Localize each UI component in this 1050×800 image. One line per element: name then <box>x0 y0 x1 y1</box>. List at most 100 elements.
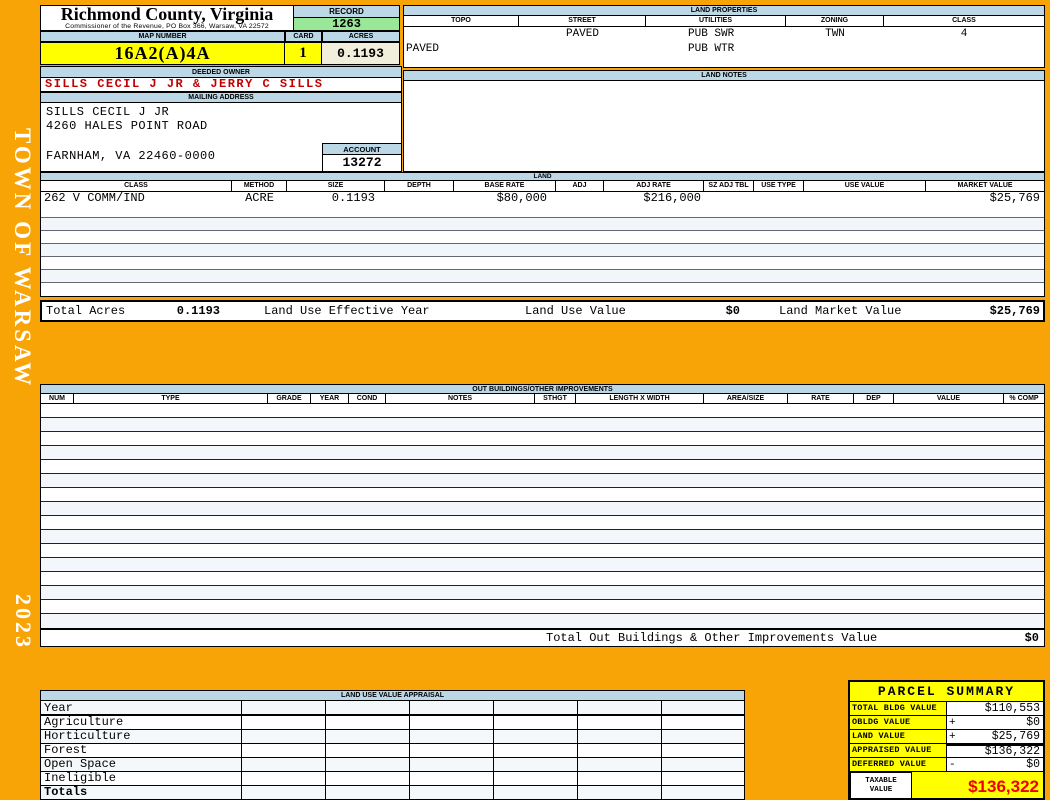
land-properties-section: LAND PROPERTIES TOPO STREET UTILITIES ZO… <box>403 5 1045 68</box>
appraisal-row-year: Year <box>41 701 744 716</box>
ob-empty-row <box>41 404 1044 418</box>
land-empty-row <box>41 283 1044 296</box>
appraisal-title: LAND USE VALUE APPRAISAL <box>40 690 745 701</box>
ob-col-area-size: AREA/SIZE <box>704 394 788 404</box>
appraisal-label: Agriculture <box>41 716 242 729</box>
land-col-use-value: USE VALUE <box>804 181 926 192</box>
land-row-use-type <box>754 192 804 205</box>
utilities-value-2: PUB WTR <box>688 43 735 55</box>
summary-row-total-bldg: TOTAL BLDG VALUE $110,553 <box>850 702 1043 716</box>
deeded-owner-label: DEEDED OWNER <box>40 66 402 78</box>
land-col-base-rate: BASE RATE <box>454 181 556 192</box>
col-street: STREET <box>519 16 646 27</box>
sidebar-year-label: 2023 <box>11 594 36 650</box>
summary-op: - <box>949 758 956 771</box>
col-utilities: UTILITIES <box>646 16 786 27</box>
ob-empty-row <box>41 586 1044 600</box>
card-label: CARD <box>285 31 322 42</box>
summary-value: $25,769 <box>991 730 1040 743</box>
land-col-adj-rate: ADJ RATE <box>604 181 704 192</box>
outbuildings-total-value: $0 <box>1024 631 1039 645</box>
summary-value: $136,322 <box>984 745 1040 758</box>
summary-value: $0 <box>1026 758 1040 771</box>
land-use-appraisal-table: LAND USE VALUE APPRAISAL Year Agricultur… <box>40 690 745 800</box>
appraisal-label: Year <box>41 701 242 715</box>
land-row-class: 262 V COMM/IND <box>44 191 145 205</box>
ob-empty-row <box>41 516 1044 530</box>
land-empty-row <box>41 218 1044 231</box>
summary-row-appraised: APPRAISED VALUE $136,322 <box>850 744 1043 758</box>
appraisal-row-forest: Forest <box>41 744 744 758</box>
card-value: 1 <box>285 42 322 65</box>
record-value: 1263 <box>293 18 400 31</box>
appraisal-row-horticulture: Horticulture <box>41 730 744 744</box>
summary-label: OBLDG VALUE <box>852 717 911 727</box>
land-row-adj <box>556 192 604 205</box>
acres-value: 0.1193 <box>322 42 400 65</box>
land-empty-row <box>41 205 1044 218</box>
summary-label: LAND VALUE <box>852 731 906 741</box>
col-class: CLASS <box>884 16 1044 27</box>
ob-col-sthgt: STHGT <box>535 394 576 404</box>
land-row-adj-rate: $216,000 <box>643 191 701 205</box>
summary-label: TOTAL BLDG VALUE <box>852 703 937 713</box>
ob-empty-row <box>41 572 1044 586</box>
class-value-2 <box>884 42 1044 57</box>
outbuildings-table: OUT BUILDINGS/OTHER IMPROVEMENTS NUM TYP… <box>40 384 1045 647</box>
appraisal-row-totals: Totals <box>41 786 744 799</box>
col-topo: TOPO <box>404 16 519 27</box>
land-table-title: LAND <box>40 172 1045 181</box>
land-empty-row <box>41 231 1044 244</box>
ob-empty-row <box>41 488 1044 502</box>
summary-label: APPRAISED VALUE <box>852 745 932 755</box>
outbuildings-title: OUT BUILDINGS/OTHER IMPROVEMENTS <box>40 384 1045 394</box>
land-col-method: METHOD <box>232 181 287 192</box>
land-row-depth <box>385 192 454 205</box>
land-row-method: ACRE <box>245 191 274 205</box>
ob-empty-row <box>41 418 1044 432</box>
land-row-market-value: $25,769 <box>989 191 1040 205</box>
parcel-summary: PARCEL SUMMARY TOTAL BLDG VALUE $110,553… <box>848 680 1045 800</box>
ob-col-num: NUM <box>41 394 74 404</box>
ob-col-grade: GRADE <box>268 394 311 404</box>
street-value-2 <box>519 42 646 57</box>
land-col-adj: ADJ <box>556 181 604 192</box>
summary-row-obldg: OBLDG VALUE + $0 <box>850 716 1043 730</box>
summary-value: $110,553 <box>984 702 1040 715</box>
parcel-summary-title: PARCEL SUMMARY <box>850 682 1043 702</box>
land-totals-bar: Total Acres 0.1193 Land Use Effective Ye… <box>40 300 1045 322</box>
summary-row-deferred: DEFERRED VALUE - $0 <box>850 758 1043 772</box>
land-use-effective-year-label: Land Use Effective Year <box>264 304 430 318</box>
land-market-value-label: Land Market Value <box>779 304 902 318</box>
appraisal-label: Horticulture <box>41 730 242 743</box>
total-acres-label: Total Acres <box>46 304 126 318</box>
ob-empty-row <box>41 432 1044 446</box>
summary-label: DEFERRED VALUE <box>852 759 927 769</box>
ob-col-rate: RATE <box>788 394 854 404</box>
sidebar-town-label: TOWN OF WARSAW <box>10 128 35 389</box>
taxable-value-label: TAXABLE VALUE <box>850 772 912 799</box>
land-col-class: CLASS <box>41 181 232 192</box>
account-value: 13272 <box>322 155 402 172</box>
ob-empty-row <box>41 530 1044 544</box>
ob-col-cond: COND <box>349 394 386 404</box>
zoning-value-2 <box>786 42 884 57</box>
appraisal-label: Open Space <box>41 758 242 771</box>
ob-col-type: TYPE <box>74 394 268 404</box>
ob-empty-row <box>41 544 1044 558</box>
ob-empty-row <box>41 558 1044 572</box>
land-empty-row <box>41 270 1044 283</box>
ob-col-year: YEAR <box>311 394 349 404</box>
summary-row-land: LAND VALUE + $25,769 <box>850 730 1043 744</box>
county-title: Richmond County, Virginia <box>60 4 274 24</box>
mailing-address-label: MAILING ADDRESS <box>40 92 402 103</box>
ob-empty-row <box>41 614 1044 628</box>
land-row-sz-adj-tbl <box>704 192 754 205</box>
summary-row-taxable: TAXABLE VALUE $136,322 <box>850 772 1043 799</box>
street-value: PAVED <box>565 28 599 40</box>
summary-value: $0 <box>1026 716 1040 729</box>
ob-empty-row <box>41 446 1044 460</box>
map-number-label: MAP NUMBER <box>40 31 285 42</box>
ob-empty-row <box>41 502 1044 516</box>
